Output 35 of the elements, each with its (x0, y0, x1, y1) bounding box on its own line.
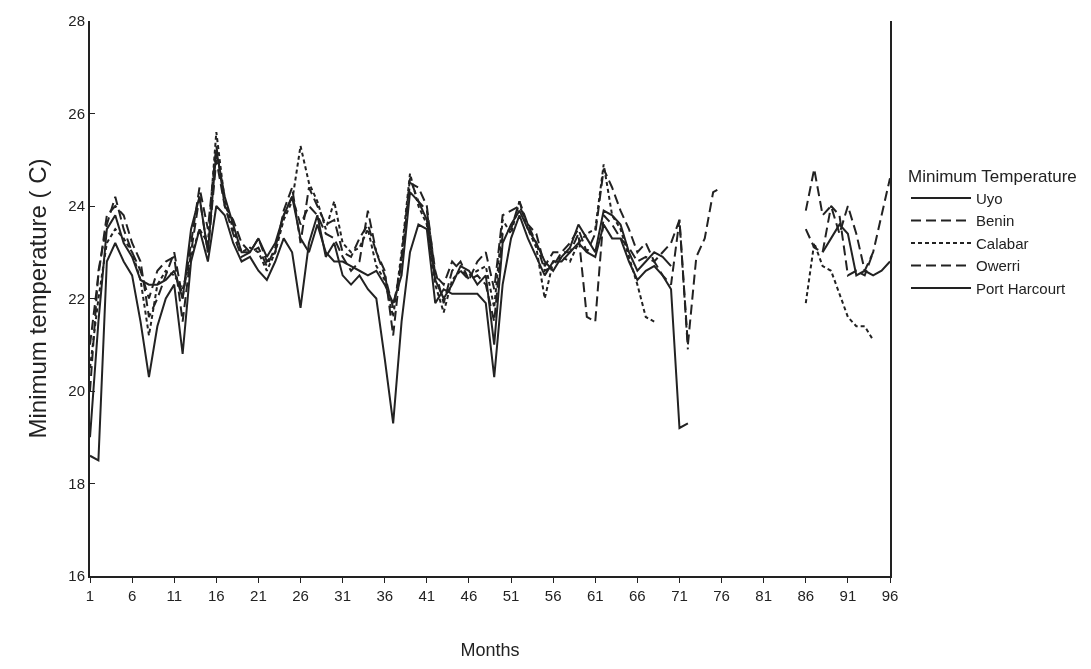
y-axis-title: Minimum temperature ( C) (23, 158, 51, 439)
legend-title: Minimum Temperature (908, 166, 1077, 186)
y-tick-label: 16 (68, 567, 85, 585)
x-tick-label: 36 (376, 587, 394, 604)
legend-label: Benin (976, 212, 1015, 230)
y-tick-label: 18 (68, 474, 85, 492)
y-tick-label: 26 (68, 104, 85, 122)
y-tick-label: 20 (68, 382, 85, 400)
x-tick-label: 46 (460, 587, 478, 604)
x-tick-label: 91 (839, 587, 857, 604)
x-tick-label: 26 (292, 587, 309, 604)
x-tick-label: 56 (544, 587, 562, 604)
legend-label: Calabar (976, 234, 1029, 252)
legend-label: Owerri (976, 257, 1021, 275)
y-tick-label: 22 (68, 289, 85, 307)
x-tick-label: 66 (629, 587, 646, 604)
x-tick-label: 61 (586, 587, 604, 604)
x-tick-label: 11 (166, 587, 182, 604)
x-tick-label: 76 (713, 587, 730, 604)
x-tick-label: 21 (250, 587, 267, 604)
y-tick-label: 28 (68, 12, 85, 30)
x-tick-label: 81 (755, 587, 773, 604)
x-tick-label: 71 (671, 587, 688, 604)
y-tick-label: 24 (68, 197, 85, 215)
x-tick-label: 16 (207, 587, 225, 604)
x-tick-label: 31 (334, 587, 351, 604)
x-axis-title: Months (460, 639, 520, 660)
x-tick-label: 96 (881, 587, 899, 604)
legend-label: Uyo (976, 189, 1003, 207)
x-tick-label: 6 (127, 587, 137, 604)
x-tick-label: 51 (502, 587, 520, 604)
x-tick-label: 41 (418, 587, 436, 604)
x-tick-label: 86 (797, 587, 815, 604)
legend-label: Port Harcourt (976, 279, 1067, 297)
x-tick-label: 1 (85, 587, 95, 604)
